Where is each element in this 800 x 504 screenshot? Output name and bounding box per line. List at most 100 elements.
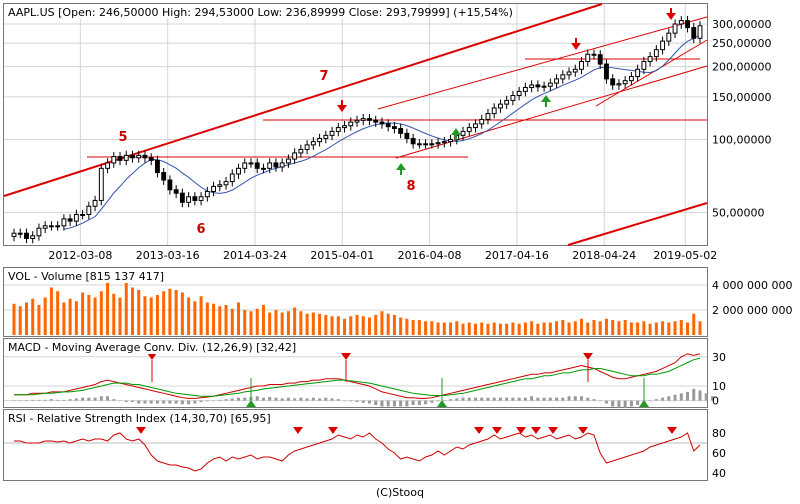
macd-histogram-bar [661, 397, 665, 401]
candle-body [155, 159, 160, 174]
macd-y-tick-label: 10 [712, 380, 726, 393]
short-trend-line [595, 39, 708, 107]
volume-bar [31, 298, 35, 335]
volume-bar [12, 303, 16, 335]
volume-bar [49, 287, 53, 335]
rsi-y-tick-label: 40 [712, 467, 726, 480]
macd-histogram-bar [455, 398, 459, 401]
volume-bar [187, 297, 191, 335]
candle-body [279, 162, 285, 168]
macd-histogram-bar [162, 400, 166, 404]
candle-body [73, 213, 79, 222]
macd-histogram-bar [667, 396, 671, 401]
volume-bar [542, 322, 546, 335]
candle-body [148, 157, 154, 161]
candle-body [192, 196, 198, 201]
volume-bar [648, 323, 652, 335]
candle-body [572, 68, 578, 73]
volume-bar [380, 311, 384, 335]
volume-bar [155, 295, 159, 335]
macd-histogram-bar [318, 398, 322, 401]
price-y-tick-label: 300,00000 [712, 18, 772, 31]
candle-body [123, 154, 129, 161]
candle-body [229, 173, 235, 183]
price-sell-arrow [337, 105, 347, 112]
macd-histogram-bar [498, 397, 502, 401]
macd-histogram-bar [698, 390, 702, 401]
candle-body [591, 53, 597, 56]
price-y-tick-label: 200,00000 [712, 61, 772, 74]
macd-histogram-bar [130, 400, 134, 403]
volume-bar [311, 312, 315, 335]
volume-bars [12, 275, 702, 335]
volume-bar [561, 320, 565, 335]
candle-body [111, 156, 117, 164]
volume-bar [212, 303, 216, 335]
price-y-tick-label: 150,00000 [712, 91, 772, 104]
macd-histogram-bar [349, 400, 353, 402]
candle-body [105, 162, 110, 169]
rsi-y-tick-label: 80 [712, 427, 726, 440]
volume-bar [486, 323, 490, 335]
macd-histogram-bar [473, 397, 477, 401]
volume-bar [449, 322, 453, 335]
volume-bar [112, 293, 116, 335]
macd-histogram-bar [268, 396, 272, 401]
price-title: AAPL.US [Open: 246,50000 High: 294,53000… [8, 6, 513, 19]
candle-body [285, 158, 291, 164]
volume-bar [87, 295, 91, 335]
candle-body [342, 125, 347, 129]
price-x-tick-label: 2018-04-24 [572, 249, 636, 262]
macd-histogram-bar [343, 400, 347, 402]
volume-bar [349, 316, 353, 335]
volume-bar [336, 316, 340, 335]
macd-histogram-bar [361, 400, 365, 403]
price-x-tick-label: 2013-03-16 [136, 249, 200, 262]
macd-buy-marker [246, 400, 256, 407]
candle-body [24, 232, 29, 239]
price-title-bg [4, 4, 425, 19]
candle-body [597, 54, 603, 65]
candle-body [504, 99, 510, 105]
macd-histogram-bar [255, 396, 259, 401]
macd-histogram-bar [424, 400, 428, 405]
macd-histogram-bar [710, 396, 714, 401]
annotation-8: 8 [406, 179, 415, 194]
candle-body [485, 113, 491, 120]
volume-bar [374, 315, 378, 335]
candle-body [579, 61, 584, 70]
candle-body [167, 179, 173, 191]
macd-histogram-bar [598, 400, 602, 402]
macd-histogram-bar [106, 396, 110, 401]
volume-bar [130, 287, 134, 335]
candle-body [560, 74, 566, 80]
volume-bar [274, 310, 278, 335]
price-y-tick-label: 250,00000 [712, 37, 772, 50]
candle-body [535, 84, 541, 88]
candle-body [136, 154, 142, 159]
macd-histogram-bar [118, 400, 122, 402]
candle-body [298, 148, 304, 154]
candle-body [273, 162, 279, 168]
rsi-overbought-marker [667, 427, 677, 434]
candle-body [429, 143, 435, 146]
candle-body [55, 225, 61, 228]
volume-bar [480, 322, 484, 335]
candle-body [86, 205, 92, 215]
volume-bar [654, 322, 658, 335]
macd-title-bg [4, 339, 330, 354]
volume-bar [180, 292, 184, 335]
macd-histogram-bar [87, 397, 91, 401]
macd-histogram-bar [243, 397, 247, 401]
rsi-title-bg [4, 410, 314, 425]
macd-histogram-bar [405, 400, 409, 407]
macd-histogram-bar [237, 397, 241, 401]
macd-y-tick-label: 30 [712, 351, 726, 364]
macd-histogram-bar [367, 400, 371, 404]
candle-body [248, 162, 254, 165]
candle-body [660, 40, 666, 51]
volume-bar [392, 315, 396, 335]
rsi-overbought-marker [516, 427, 526, 434]
volume-bar [498, 323, 502, 335]
major-trend-line-upper [3, 3, 603, 197]
